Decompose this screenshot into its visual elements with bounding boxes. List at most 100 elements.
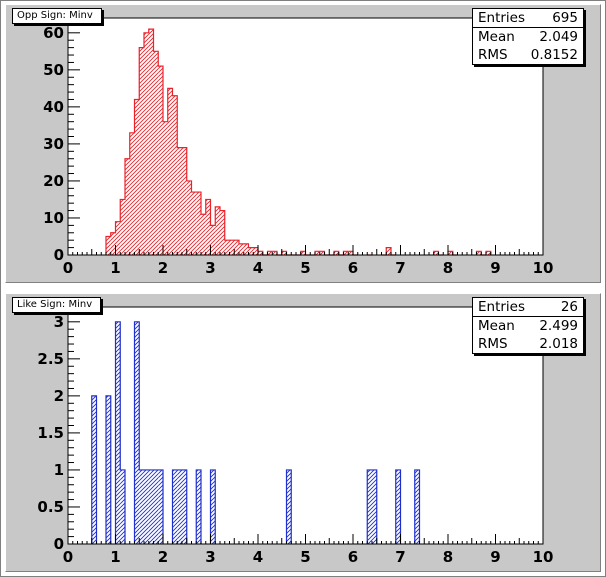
histogram-bin (139, 47, 144, 255)
x-tick-label: 6 (348, 259, 358, 277)
histogram-bin (115, 321, 121, 544)
histogram-bin (186, 180, 192, 255)
stats-label: Mean (478, 318, 515, 334)
histogram-bin (386, 247, 391, 255)
histogram-bin (163, 121, 168, 255)
histogram-bin (115, 221, 121, 255)
stats-row-mean: Mean 2.049 (473, 28, 583, 46)
histogram-bin (110, 232, 116, 255)
histogram-bin (201, 214, 206, 255)
histogram-bin (253, 247, 258, 255)
histogram-bin (182, 469, 187, 544)
histogram-bin (248, 247, 254, 255)
like-sign-pad[interactable]: 0 1 2 3 4 5 6 7 8 9 10 0 0.5 1 1.5 2 2.5 3 Like Sign: Min… (5, 293, 601, 572)
histogram-bin (334, 251, 339, 255)
like-sign-title: Like Sign: Minv (12, 297, 102, 313)
x-tick-label: 7 (395, 548, 405, 566)
opp-sign-pad[interactable]: 0 1 2 3 4 5 6 7 8 9 10 0 10 20 30 40 50 60 Opp Sign: Minv… (5, 4, 601, 283)
histogram-bin (148, 29, 154, 255)
histogram-bin (258, 251, 263, 255)
histogram-bin (348, 251, 353, 255)
opp-sign-title: Opp Sign: Minv (12, 8, 102, 24)
histogram-bin (134, 321, 140, 544)
histogram-bin (148, 469, 154, 544)
x-tick-label: 8 (443, 259, 453, 277)
histogram-bin (272, 251, 277, 255)
histogram-bin (144, 469, 149, 544)
stats-value: 695 (552, 10, 578, 26)
x-tick-label: 3 (205, 548, 215, 566)
histogram-bin (158, 66, 163, 255)
x-tick-label: 2 (158, 548, 168, 566)
y-tick-label: 40 (43, 98, 64, 116)
stats-value: 2.049 (539, 29, 578, 45)
x-tick-label: 6 (348, 548, 358, 566)
stats-label: RMS (478, 47, 508, 63)
histogram-bin (234, 240, 239, 255)
x-tick-label: 10 (533, 548, 554, 566)
y-tick-label: 1.5 (37, 424, 64, 442)
histogram-bin (139, 469, 144, 544)
histogram-bin (167, 88, 173, 255)
x-tick-label: 5 (300, 548, 310, 566)
histogram-bin (158, 469, 163, 544)
x-tick-label: 1 (110, 548, 120, 566)
histogram-bin (433, 251, 439, 255)
y-tick-label: 30 (43, 135, 64, 153)
stats-row-entries: Entries 26 (473, 298, 583, 317)
histogram-bin (177, 469, 182, 544)
histogram-bin (281, 251, 287, 255)
histogram-bin (106, 236, 111, 255)
histogram-bin (315, 251, 320, 255)
histogram-bin (196, 192, 201, 255)
like-sign-histogram: 0 1 2 3 4 5 6 7 8 9 10 0 0.5 1 1.5 2 2.5 3 (37, 306, 554, 566)
x-tick-label: 3 (205, 259, 215, 277)
x-tick-label: 8 (443, 548, 453, 566)
histogram-bin (414, 469, 420, 544)
histogram-bin (210, 225, 216, 255)
histogram-bin (243, 243, 249, 255)
histogram-bin (372, 469, 377, 544)
histogram-bins (106, 29, 491, 255)
y-tick-label: 10 (43, 209, 64, 227)
stats-row-rms: RMS 2.018 (473, 335, 583, 353)
y-tick-label: 2.5 (37, 350, 64, 368)
histogram-bin (172, 469, 178, 544)
histogram-bin (153, 469, 159, 544)
x-tick-label: 0 (63, 259, 73, 277)
y-axis: 0 10 20 30 40 50 60 (43, 17, 80, 264)
x-tick-label: 9 (490, 259, 500, 277)
y-tick-label: 0 (54, 535, 64, 553)
histogram-bin (172, 95, 178, 255)
stats-row-mean: Mean 2.499 (473, 317, 583, 335)
histogram-bin (91, 395, 97, 544)
histogram-bin (267, 251, 273, 255)
stats-value: 2.018 (539, 336, 578, 352)
histogram-bin (448, 251, 453, 255)
x-tick-label: 4 (253, 548, 263, 566)
opp-sign-histogram: 0 1 2 3 4 5 6 7 8 9 10 0 10 20 30 40 50 60 (43, 17, 554, 277)
histogram-bin (220, 210, 225, 255)
histogram-bin (215, 206, 220, 255)
stats-row-entries: Entries 695 (473, 9, 583, 28)
y-axis: 0 0.5 1 1.5 2 2.5 3 (37, 306, 80, 553)
stats-value: 0.8152 (530, 47, 578, 63)
histogram-bin (125, 158, 130, 255)
y-tick-label: 1 (54, 461, 64, 479)
x-tick-label: 10 (533, 259, 554, 277)
stats-value: 26 (560, 299, 578, 315)
y-tick-label: 0 (54, 246, 64, 264)
histogram-outline (91, 321, 421, 544)
histogram-bin (286, 469, 292, 544)
y-tick-label: 20 (43, 172, 64, 190)
y-tick-label: 60 (43, 24, 64, 42)
y-tick-label: 0.5 (37, 498, 64, 516)
stats-row-rms: RMS 0.8152 (473, 46, 583, 64)
histogram-bin (120, 469, 125, 544)
stats-label: Mean (478, 29, 515, 45)
histogram-bin (210, 469, 216, 544)
stats-label: Entries (478, 10, 526, 26)
histogram-bin (182, 147, 187, 255)
x-tick-label: 7 (395, 259, 405, 277)
histogram-bin (300, 251, 306, 255)
